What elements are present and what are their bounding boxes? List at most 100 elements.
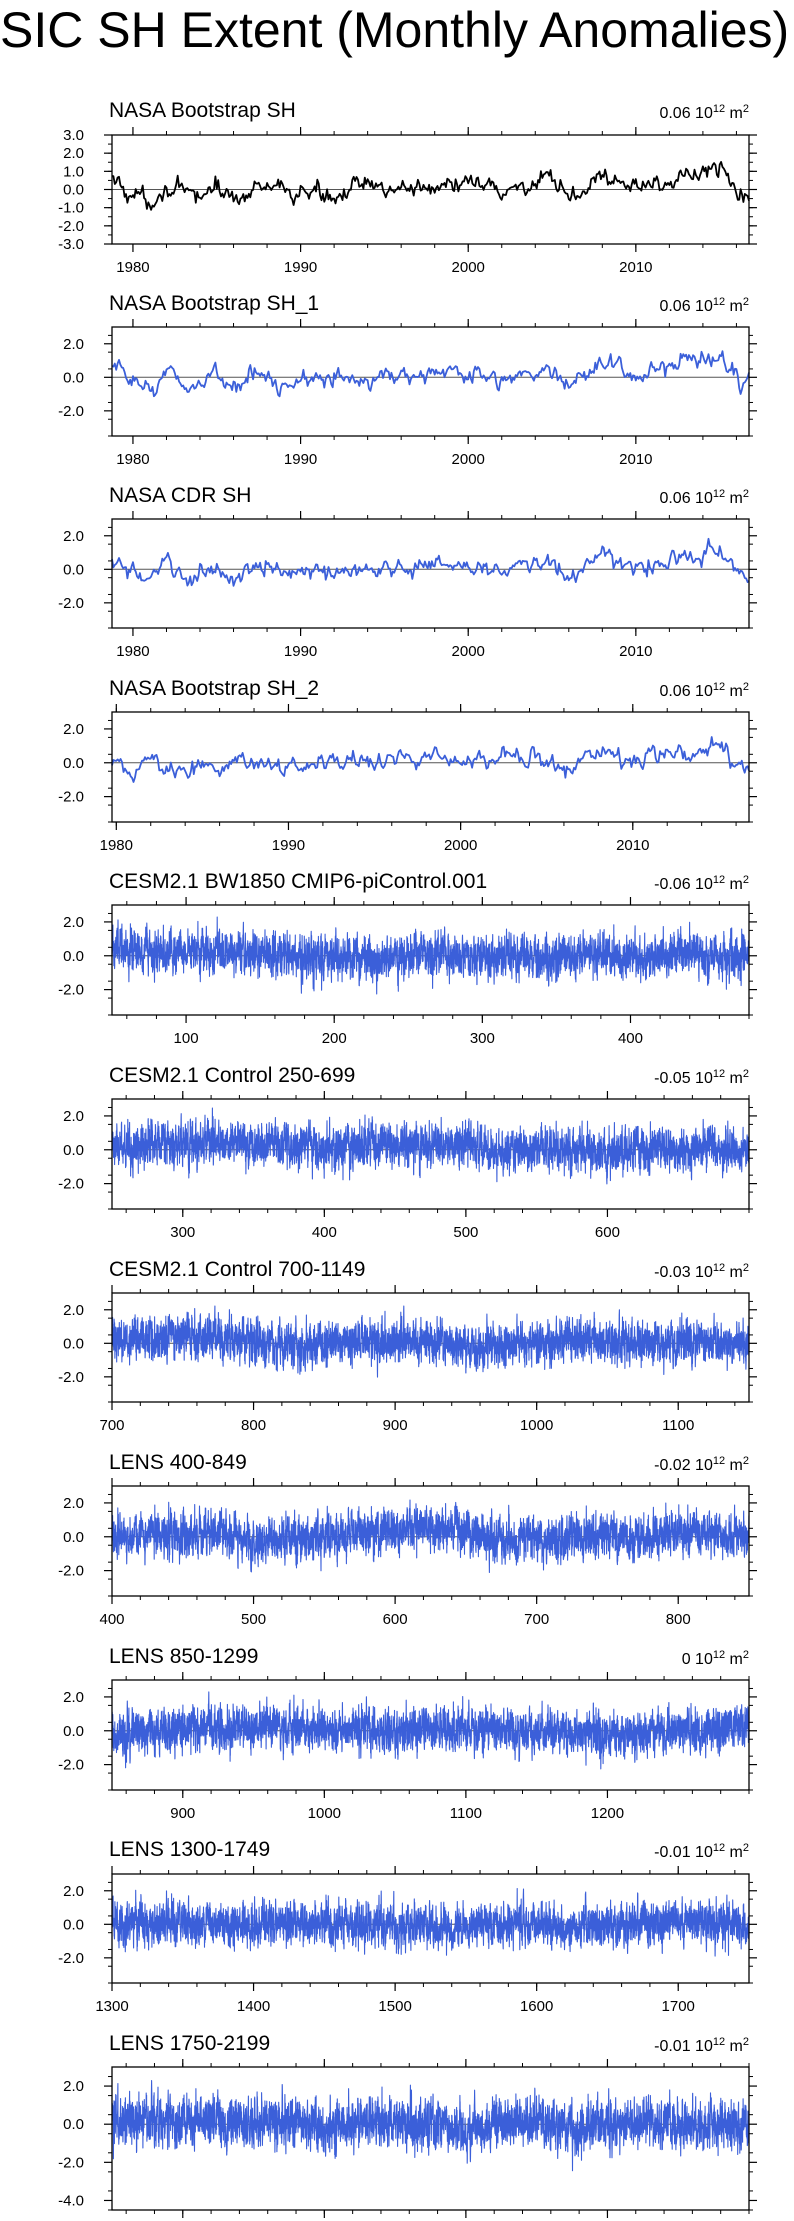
x-tick-label: 2010 [619, 259, 652, 276]
y-tick-label: 2.0 [63, 914, 84, 931]
x-tick-label: 2000 [444, 837, 477, 854]
y-tick-label: 2.0 [63, 721, 84, 738]
x-tick-label: 400 [99, 1611, 124, 1628]
x-tick-label: 1200 [591, 1805, 624, 1822]
plot-frame [111, 1873, 750, 1984]
x-tick-label: 400 [312, 1224, 337, 1241]
series-line [111, 1107, 750, 1185]
y-tick-label: -2.0 [58, 1757, 84, 1774]
x-tick-label: 1980 [116, 643, 149, 660]
y-tick-label: 1.0 [63, 163, 84, 180]
chart-panel: NASA CDR SH 0.06 1012 m2 -2.0 0.0 2.0 1980 199… [58, 484, 757, 660]
series-line [111, 1691, 750, 1770]
y-tick-label: 0.0 [63, 948, 84, 965]
plot-frame [111, 1098, 750, 1210]
x-tick-label: 1990 [284, 451, 317, 468]
plot-frame [111, 711, 750, 823]
x-tick-label: 700 [524, 1611, 549, 1628]
panel-title: NASA CDR SH [109, 484, 251, 507]
panel-mean-label: -0.05 1012 m2 [654, 1068, 749, 1087]
panel-mean-label: -0.01 1012 m2 [654, 2036, 749, 2055]
x-tick-label: 100 [174, 1030, 199, 1047]
x-tick-label: 1980 [100, 837, 133, 854]
x-tick-label: 1600 [520, 1998, 553, 2015]
series-line [111, 736, 750, 783]
x-tick-label: 500 [453, 1224, 478, 1241]
y-tick-label: 2.0 [63, 336, 84, 353]
x-tick-label: 2010 [619, 451, 652, 468]
panel-mean-label: 0.06 1012 m2 [659, 103, 749, 122]
y-tick-label: 0.0 [63, 755, 84, 772]
x-tick-label: 700 [99, 1417, 124, 1434]
plot-frame [111, 904, 750, 1016]
x-tick-label: 200 [322, 1030, 347, 1047]
series-line [111, 1305, 750, 1378]
x-tick-label: 2000 [452, 643, 485, 660]
x-tick-label: 400 [618, 1030, 643, 1047]
chart-panel: CESM2.1 BW1850 CMIP6-piControl.001 -0.06 … [58, 870, 757, 1047]
y-tick-label: 2.0 [63, 528, 84, 545]
y-tick-label: -3.0 [58, 236, 84, 253]
y-tick-label: -2.0 [58, 1563, 84, 1580]
y-tick-label: -2.0 [58, 1369, 84, 1386]
panel-title: NASA Bootstrap SH [109, 99, 296, 122]
chart-panel: CESM2.1 Control 250-699 -0.05 1012 m2 -2.0… [58, 1064, 757, 1241]
panel-title: LENS 1750-2199 [109, 2032, 270, 2055]
y-tick-label: 0.0 [63, 1142, 84, 1159]
chart-panel: LENS 1300-1749 -0.01 1012 m2 -2.0 0.0 2.0 130… [58, 1838, 757, 2015]
x-tick-label: 1700 [662, 1998, 695, 2015]
x-tick-label: 2000 [452, 259, 485, 276]
chart-panel: NASA Bootstrap SH 0.06 1012 m2 -3.0-2.0-1.… [58, 99, 757, 276]
y-tick-label: -2.0 [58, 982, 84, 999]
y-tick-label: 3.0 [63, 127, 84, 144]
panel-title: LENS 1300-1749 [109, 1838, 270, 1861]
x-tick-label: 1980 [116, 259, 149, 276]
series-line [111, 1887, 750, 1957]
plot-frame [111, 326, 750, 437]
x-tick-label: 500 [241, 1611, 266, 1628]
panel-title: NASA Bootstrap SH_1 [109, 292, 319, 315]
chart-panel: NASA Bootstrap SH_2 0.06 1012 m2 -2.0 0.0 2.… [58, 677, 757, 854]
y-tick-label: 2.0 [63, 1883, 84, 1900]
y-tick-label: 0.0 [63, 561, 84, 578]
x-tick-label: 1990 [284, 259, 317, 276]
y-tick-label: 2.0 [63, 145, 84, 162]
x-tick-label: 2010 [619, 643, 652, 660]
y-tick-label: 0.0 [63, 1335, 84, 1352]
x-tick-label: 1000 [520, 1417, 553, 1434]
panel-mean-label: -0.06 1012 m2 [654, 874, 749, 893]
plot-frame [111, 1679, 750, 1791]
series-line [111, 537, 750, 587]
y-tick-label: -4.0 [58, 2192, 84, 2209]
y-tick-label: 2.0 [63, 1495, 84, 1512]
x-tick-label: 1990 [284, 643, 317, 660]
panel-title: NASA Bootstrap SH_2 [109, 677, 319, 700]
panel-title: CESM2.1 Control 700-1149 [109, 1258, 365, 1281]
chart-panel: LENS 850-1299 0 1012 m2 -2.0 0.0 2.0 900 1000 1… [58, 1645, 757, 1822]
plot-frame [111, 2066, 750, 2211]
y-tick-label: -2.0 [58, 1176, 84, 1193]
chart-panel: NASA Bootstrap SH_1 0.06 1012 m2 -2.0 0.0 2.… [58, 292, 757, 468]
page-title: SIC SH Extent (Monthly Anomalies) [0, 2, 790, 58]
y-tick-label: 2.0 [63, 2078, 84, 2095]
y-tick-label: 0.0 [63, 1723, 84, 1740]
y-tick-label: -2.0 [58, 789, 84, 806]
x-tick-label: 800 [666, 1611, 691, 1628]
x-tick-label: 1000 [308, 1805, 341, 1822]
plot-frame [111, 1485, 750, 1597]
panel-mean-label: -0.03 1012 m2 [654, 1262, 749, 1281]
panel-title: CESM2.1 BW1850 CMIP6-piControl.001 [109, 870, 487, 893]
y-tick-label: -2.0 [58, 403, 84, 420]
x-tick-label: 900 [383, 1417, 408, 1434]
x-tick-label: 1990 [272, 837, 305, 854]
x-tick-label: 300 [170, 1224, 195, 1241]
y-tick-label: -2.0 [58, 1950, 84, 1967]
x-tick-label: 2000 [452, 451, 485, 468]
y-tick-label: 2.0 [63, 1108, 84, 1125]
panel-title: CESM2.1 Control 250-699 [109, 1064, 355, 1087]
x-tick-label: 1300 [95, 1998, 128, 2015]
panel-title: LENS 850-1299 [109, 1645, 258, 1668]
series-line [111, 1499, 750, 1574]
chart-panel: LENS 400-849 -0.02 1012 m2 -2.0 0.0 2.0 400 50… [58, 1451, 757, 1628]
series-line [111, 916, 750, 995]
